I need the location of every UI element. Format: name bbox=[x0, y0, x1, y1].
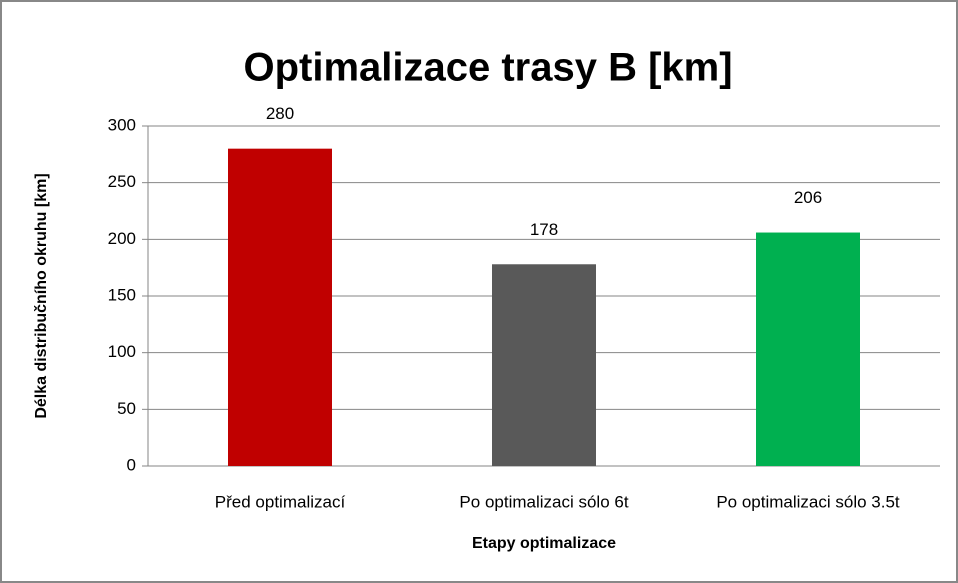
x-tick-label: Před optimalizací bbox=[215, 492, 346, 511]
bar bbox=[756, 232, 860, 466]
y-tick-label: 250 bbox=[108, 172, 136, 191]
y-axis-label: Délka distribučního okruhu [km] bbox=[33, 173, 50, 418]
x-axis-label: Etapy optimalizace bbox=[472, 535, 616, 552]
y-tick-label: 100 bbox=[108, 342, 136, 361]
data-label: 178 bbox=[530, 220, 558, 239]
bar bbox=[228, 148, 332, 466]
data-label: 206 bbox=[794, 188, 822, 207]
x-tick-label: Po optimalizaci sólo 3.5t bbox=[716, 492, 900, 511]
y-tick-label: 200 bbox=[108, 229, 136, 248]
data-label: 280 bbox=[266, 104, 294, 123]
y-tick-label: 0 bbox=[127, 455, 136, 474]
y-tick-label: 150 bbox=[108, 285, 136, 304]
x-tick-label: Po optimalizaci sólo 6t bbox=[459, 492, 628, 511]
y-tick-label: 50 bbox=[117, 399, 136, 418]
bar bbox=[492, 264, 596, 466]
chart-title: Optimalizace trasy B [km] bbox=[243, 46, 732, 90]
y-tick-label: 300 bbox=[108, 115, 136, 134]
